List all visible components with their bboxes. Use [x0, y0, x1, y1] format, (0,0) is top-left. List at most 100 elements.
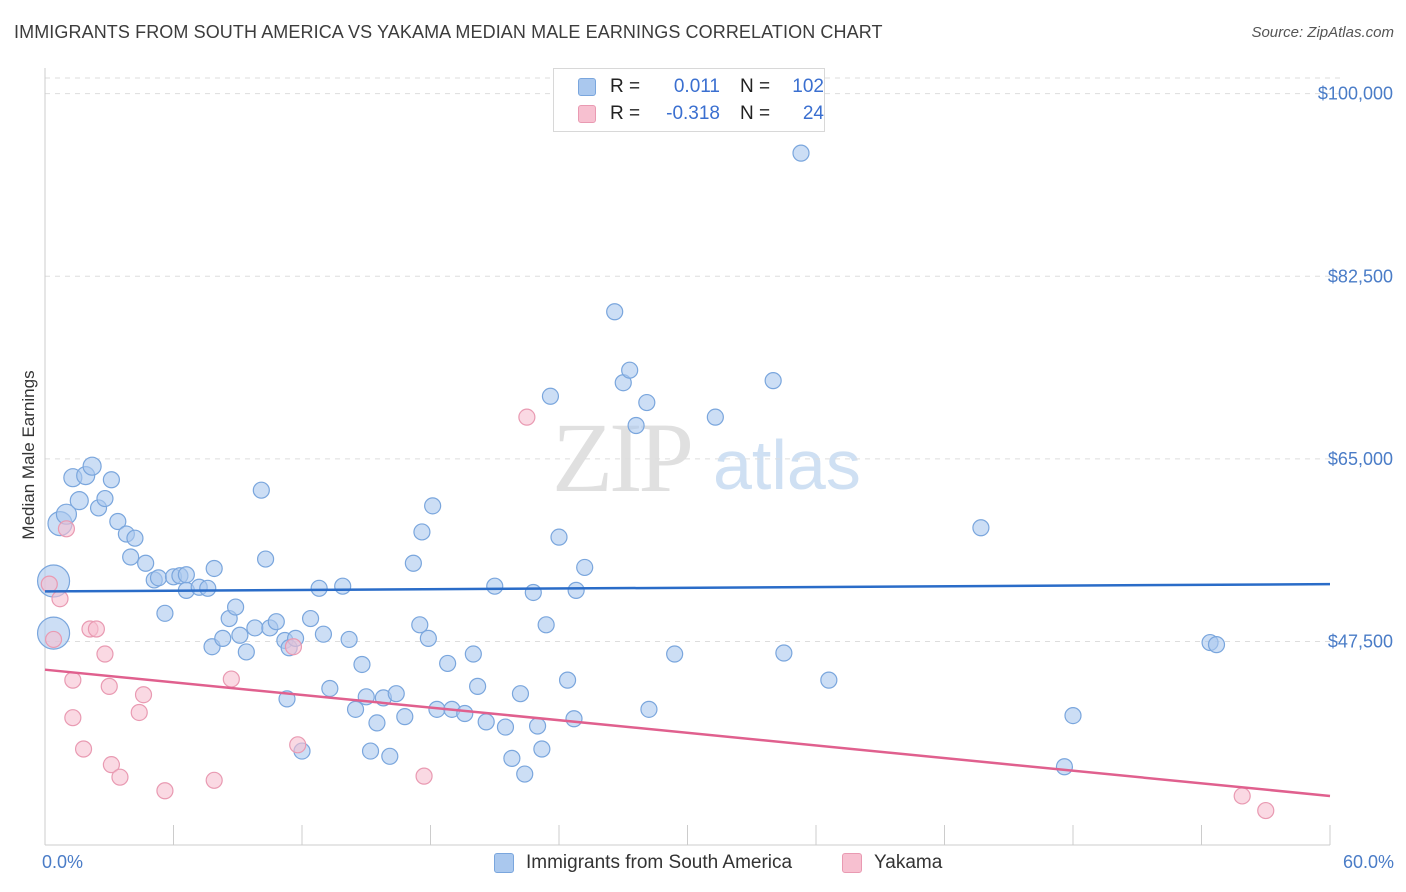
south-america-point — [321, 679, 339, 698]
legend-r-value: -0.318 — [666, 103, 720, 124]
legend-r-label: R = — [610, 76, 641, 97]
yakama-point — [40, 575, 58, 593]
legend-row-blue: R = 0.011 N = 102 — [578, 75, 824, 99]
south-america-point — [353, 655, 371, 674]
watermark-atlas: atlas — [713, 426, 861, 504]
series-legend: Immigrants from South America Yakama — [0, 852, 1406, 878]
yakama-point — [64, 709, 82, 727]
south-america-point — [567, 581, 585, 599]
series-swatch-pink — [842, 853, 862, 873]
yakama-point — [1257, 801, 1275, 820]
yakama-point — [74, 740, 93, 758]
south-america-point — [156, 604, 174, 622]
yakama-point — [57, 520, 76, 538]
south-america-point — [1055, 758, 1074, 776]
south-america-point — [102, 471, 120, 489]
south-america-point — [96, 489, 114, 508]
y-tick-label: $47,500 — [1328, 632, 1393, 652]
yakama-trendline — [44, 668, 1331, 798]
yakama-point — [130, 703, 148, 722]
south-america-point — [706, 408, 724, 426]
south-america-point — [246, 619, 264, 637]
south-america-point — [640, 700, 658, 718]
south-america-point — [126, 529, 144, 547]
south-america-point — [524, 583, 542, 602]
south-america-point — [541, 387, 560, 405]
legend-row-pink: R = -0.318 N = 24 — [578, 102, 824, 126]
south-america-point — [310, 579, 328, 597]
yakama-point — [156, 782, 174, 800]
yakama-point — [100, 677, 118, 695]
south-america-point — [231, 626, 249, 644]
south-america-point — [314, 625, 333, 643]
south-america-point — [419, 629, 437, 647]
south-america-point — [792, 144, 810, 162]
south-america-point — [267, 613, 285, 631]
series-swatch-blue — [494, 853, 514, 873]
yakama-point — [222, 670, 240, 688]
south-america-point — [606, 303, 624, 321]
south-america-point — [486, 577, 504, 595]
south-america-point — [496, 718, 515, 736]
south-america-point — [252, 481, 270, 499]
south-america-point — [550, 528, 568, 546]
south-america-point — [122, 548, 140, 566]
yakama-point — [44, 630, 63, 649]
south-america-point — [413, 523, 431, 541]
south-america-point — [387, 685, 405, 703]
south-america-point — [439, 654, 457, 673]
y-tick-label: $82,500 — [1328, 266, 1393, 286]
south-america-point — [396, 708, 414, 726]
south-america-point — [227, 598, 245, 616]
series-legend-label: Yakama — [874, 852, 943, 873]
correlation-legend: R = 0.011 N = 102 R = -0.318 N = 24 — [553, 68, 825, 132]
south-america-point — [533, 740, 551, 758]
south-america-point — [477, 713, 495, 731]
south-america-point — [1064, 707, 1082, 725]
south-america-point — [558, 671, 577, 689]
y-tick-label: $65,000 — [1328, 449, 1393, 469]
legend-swatch-blue — [578, 78, 596, 96]
south-america-point — [424, 497, 442, 515]
yakama-point — [96, 645, 114, 663]
legend-r-label: R = — [610, 103, 641, 124]
south-america-point — [109, 512, 127, 531]
yakama-point — [284, 638, 303, 656]
south-america-point — [1207, 636, 1226, 654]
south-america-point — [237, 643, 255, 661]
south-america-point — [576, 558, 594, 577]
south-america-point — [368, 714, 386, 732]
yakama-point — [1233, 787, 1251, 805]
south-america-point — [464, 645, 482, 663]
yakama-point — [205, 771, 223, 789]
south-america-point — [528, 717, 547, 735]
yakama-point — [87, 620, 106, 638]
south-america-point — [334, 577, 352, 595]
south-america-point — [404, 554, 422, 572]
yakama-point — [134, 686, 153, 704]
south-america-point — [411, 616, 429, 634]
yakama-point — [102, 756, 120, 774]
legend-n-label: N = — [740, 103, 771, 124]
south-america-point — [666, 645, 684, 663]
yakama-point — [64, 671, 82, 689]
south-america-trendline — [44, 582, 1331, 593]
series-legend-item-pink: Yakama — [842, 852, 942, 874]
y-tick-label: $100,000 — [1318, 84, 1393, 104]
chart-title: IMMIGRANTS FROM SOUTH AMERICA VS YAKAMA … — [14, 22, 883, 42]
source-label: Source: ZipAtlas.com — [1251, 24, 1394, 41]
legend-n-label: N = — [740, 76, 771, 97]
south-america-point — [137, 554, 155, 572]
south-america-point — [638, 393, 656, 412]
x-axis-max-label: 60.0% — [1342, 852, 1394, 872]
south-america-point — [820, 671, 838, 689]
yakama-point — [415, 767, 433, 785]
south-america-point — [537, 616, 555, 634]
legend-swatch-pink — [578, 105, 596, 123]
watermark-zip: ZIP — [552, 402, 694, 513]
south-america-point — [199, 579, 217, 597]
south-america-point — [764, 372, 782, 390]
legend-n-value: 24 — [802, 103, 824, 124]
south-america-point — [381, 747, 399, 765]
